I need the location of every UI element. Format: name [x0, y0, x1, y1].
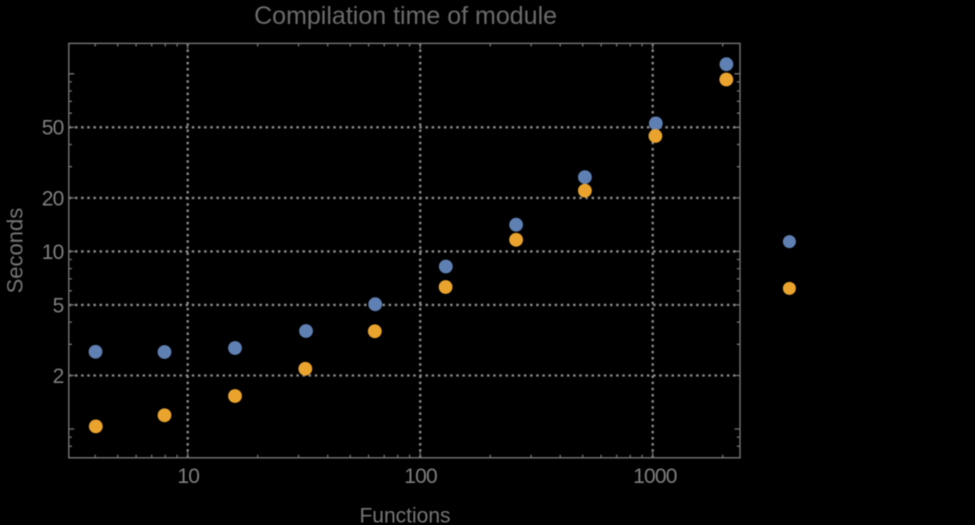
svg-text:2: 2	[53, 365, 64, 388]
svg-text:Functions: Functions	[359, 505, 450, 525]
svg-text:Seconds: Seconds	[2, 208, 27, 294]
svg-text:50: 50	[42, 117, 64, 140]
svg-text:100: 100	[404, 465, 437, 488]
svg-text:10: 10	[177, 465, 199, 488]
svg-text:Compilation time of module: Compilation time of module	[254, 2, 557, 30]
svg-text:20: 20	[42, 187, 64, 210]
svg-text:5: 5	[53, 294, 64, 317]
svg-text:10: 10	[42, 241, 64, 264]
svg-text:1000: 1000	[633, 465, 677, 488]
